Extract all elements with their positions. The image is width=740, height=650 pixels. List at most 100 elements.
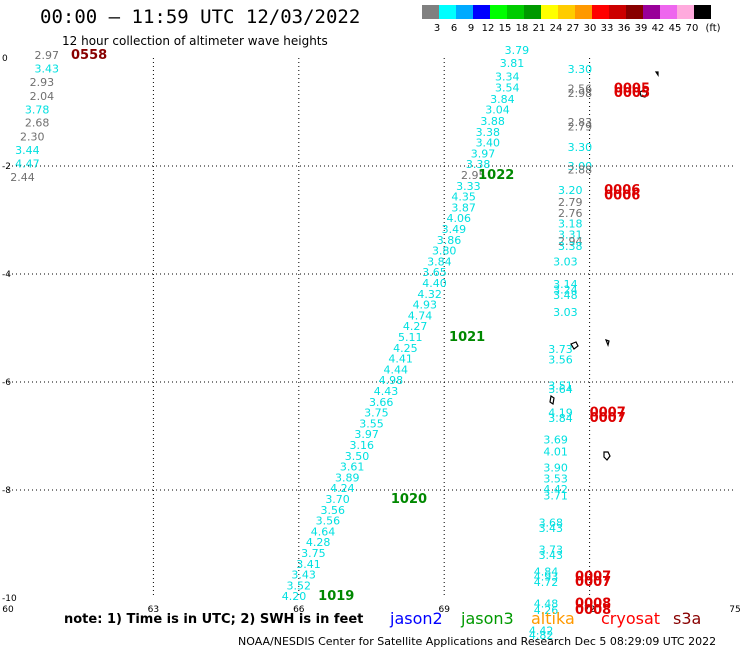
colorbar-swatch xyxy=(677,5,694,19)
wave-height-label: 3.04 xyxy=(485,104,510,117)
wave-height-label: 3.38 xyxy=(476,126,501,139)
wave-height-label: 3.70 xyxy=(325,493,350,506)
colorbar-swatch xyxy=(524,5,541,19)
pass-time-label: 0006 xyxy=(604,183,640,198)
wave-height-label: 3.90 xyxy=(543,462,568,475)
wave-height-label: 3.00 xyxy=(568,160,593,173)
y-tick-label: 0 xyxy=(2,54,8,64)
colorbar-swatch xyxy=(456,5,473,19)
land-outlines xyxy=(549,71,659,461)
wave-height-label: 4.28 xyxy=(306,536,331,549)
wave-height-label: 3.86 xyxy=(437,234,462,247)
x-tick-label: 72 xyxy=(584,605,595,615)
colorbar-swatch xyxy=(694,5,711,19)
colorbar-swatch xyxy=(609,5,626,19)
wave-height-label: 2.88 xyxy=(568,164,593,177)
wave-height-label: 4.27 xyxy=(403,320,428,333)
colorbar-swatch xyxy=(541,5,558,19)
pass-time-label: 0007 xyxy=(575,570,611,585)
footer-credit: NOAA/NESDIS Center for Satellite Applica… xyxy=(238,635,717,648)
colorbar-swatch xyxy=(439,5,456,19)
colorbar-label: 70 xyxy=(686,23,699,34)
wave-height-label: 2.56 xyxy=(568,83,593,96)
wave-height-label: 3.80 xyxy=(432,245,457,258)
wave-height-label: 3.43 xyxy=(291,569,316,582)
wave-height-label: 4.01 xyxy=(543,445,568,458)
wave-height-label: 3.88 xyxy=(480,115,505,128)
wave-height-label: 2.94 xyxy=(558,235,583,248)
wave-height-label: 3.73 xyxy=(548,343,573,356)
wave-height-label: 3.43 xyxy=(539,549,564,562)
chart-marks: 2.973.432.932.043.782.682.303.444.472.44… xyxy=(10,44,650,642)
colorbar-swatch xyxy=(660,5,677,19)
pass-time-label: 1019 xyxy=(318,589,354,604)
pass-time-label: 0007 xyxy=(575,575,611,590)
pass-time-label: 0005 xyxy=(614,82,650,97)
legend-item-cryosat: cryosat xyxy=(601,609,661,628)
wave-height-label: 3.41 xyxy=(296,558,321,571)
wave-height-label: 4.35 xyxy=(451,191,476,204)
footer-note: note: 1) Time is in UTC; 2) SWH is in fe… xyxy=(64,612,364,627)
wave-height-label: 3.30 xyxy=(568,141,593,154)
wave-height-label: 4.41 xyxy=(388,353,413,366)
wave-height-label: 4.24 xyxy=(330,482,355,495)
colorbar-swatch xyxy=(490,5,507,19)
wave-height-label: 5.11 xyxy=(398,331,423,344)
wave-height-label: 3.56 xyxy=(316,515,341,528)
colorbar-swatch xyxy=(507,5,524,19)
legend-item-jason2: jason2 xyxy=(390,609,443,628)
colorbar-swatch xyxy=(643,5,660,19)
land-outline xyxy=(570,341,579,350)
wave-height-label: 4.19 xyxy=(548,407,573,420)
wave-height-label: 4.72 xyxy=(534,576,559,589)
wave-height-label: 3.51 xyxy=(548,380,573,393)
wave-height-label: 2.83 xyxy=(568,116,593,129)
wave-height-label: 3.16 xyxy=(350,439,375,452)
pass-time-label: 0008 xyxy=(575,597,611,612)
y-tick-label: -10 xyxy=(2,594,17,604)
wave-height-label: 4.93 xyxy=(413,299,438,312)
y-tick-label: -4 xyxy=(2,270,11,280)
wave-height-label: 4.26 xyxy=(534,604,559,617)
wave-height-label: 3.49 xyxy=(442,223,467,236)
wave-height-label: 2.76 xyxy=(558,207,583,220)
colorbar-label: 12 xyxy=(482,23,495,34)
wave-height-label: 2.79 xyxy=(558,196,583,209)
wave-height-label: 3.38 xyxy=(558,240,583,253)
wave-height-label: 3.18 xyxy=(558,218,583,231)
wave-height-label: 3.34 xyxy=(495,71,520,84)
wave-height-label: 2.97 xyxy=(35,49,60,62)
wave-height-label: 3.40 xyxy=(476,137,501,150)
colorbar-label: 24 xyxy=(550,23,563,34)
chart-grid xyxy=(8,58,735,598)
wave-height-label: 4.44 xyxy=(383,363,408,376)
wave-height-label: 3.54 xyxy=(495,81,520,94)
wave-height-label: 2.30 xyxy=(20,131,45,144)
wave-height-label: 3.52 xyxy=(287,579,312,592)
wave-height-label: 4.20 xyxy=(282,590,307,603)
colorbar-label: 42 xyxy=(652,23,665,34)
wave-height-label: 3.24 xyxy=(553,283,578,296)
wave-height-label: 3.56 xyxy=(548,354,573,367)
x-tick-label: 63 xyxy=(148,605,159,615)
chart-subtitle: 12 hour collection of altimeter wave hei… xyxy=(62,34,328,48)
pass-time-label: 0006 xyxy=(604,188,640,203)
wave-height-label: 3.64 xyxy=(548,383,573,396)
colorbar-swatch xyxy=(473,5,490,19)
wave-height-label: 3.84 xyxy=(490,93,515,106)
x-tick-label: 69 xyxy=(438,605,450,615)
wave-height-label: 3.75 xyxy=(364,407,389,420)
colorbar-swatch xyxy=(626,5,643,19)
wave-height-label: 4.93 xyxy=(534,571,559,584)
wave-height-label: 3.84 xyxy=(548,412,573,425)
wave-height-label: 3.68 xyxy=(539,517,564,530)
land-outline xyxy=(604,339,610,347)
wave-height-label: 3.30 xyxy=(568,63,593,76)
wave-height-label: 3.75 xyxy=(301,547,326,560)
wave-height-label: 3.61 xyxy=(340,461,365,474)
colorbar-label: (ft) xyxy=(705,23,720,34)
colorbar: 3 6 9 12 15 18 21 24 27 30 33 36 39 42 45 70 (ft) xyxy=(422,5,721,34)
pass-time-label: 0558 xyxy=(71,48,107,63)
x-tick-label: 66 xyxy=(293,605,305,615)
